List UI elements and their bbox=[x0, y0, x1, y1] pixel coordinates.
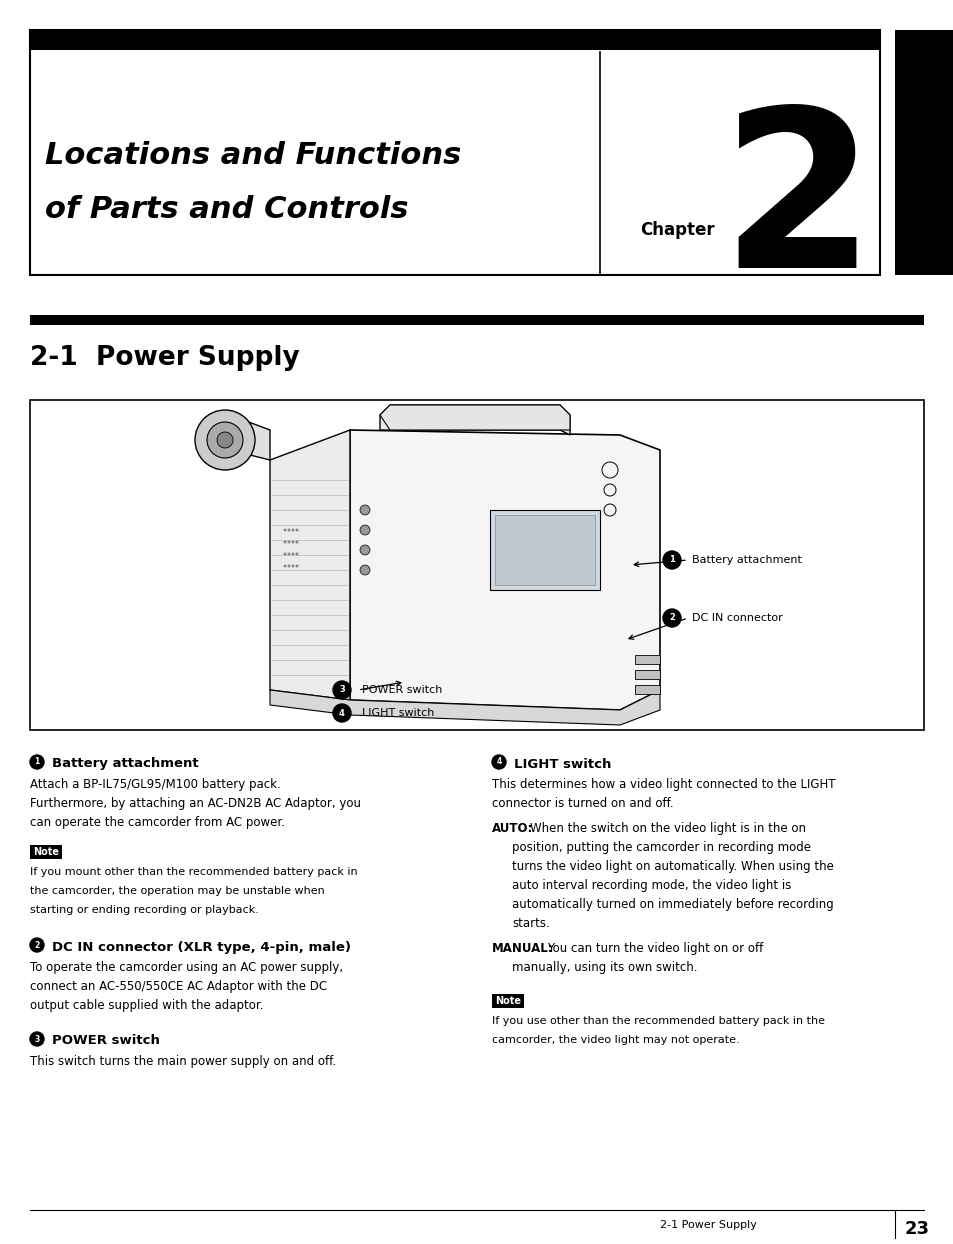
Text: turns the video light on automatically. When using the: turns the video light on automatically. … bbox=[512, 860, 833, 873]
Circle shape bbox=[283, 529, 286, 531]
Text: 4: 4 bbox=[496, 758, 501, 766]
Text: MANUAL:: MANUAL: bbox=[492, 942, 553, 955]
Text: starts.: starts. bbox=[512, 917, 549, 931]
Text: LIGHT switch: LIGHT switch bbox=[514, 758, 611, 770]
Circle shape bbox=[292, 540, 294, 544]
Text: automatically turned on immediately before recording: automatically turned on immediately befo… bbox=[512, 898, 833, 911]
Text: auto interval recording mode, the video light is: auto interval recording mode, the video … bbox=[512, 880, 791, 892]
Circle shape bbox=[292, 565, 294, 567]
Polygon shape bbox=[350, 430, 659, 710]
Text: output cable supplied with the adaptor.: output cable supplied with the adaptor. bbox=[30, 999, 263, 1013]
Circle shape bbox=[295, 529, 298, 531]
Text: starting or ending recording or playback.: starting or ending recording or playback… bbox=[30, 904, 258, 916]
Bar bbox=[30, 30, 879, 50]
Text: If you mount other than the recommended battery pack in: If you mount other than the recommended … bbox=[30, 867, 357, 877]
Bar bbox=[30, 315, 923, 325]
Bar bbox=[30, 30, 879, 275]
Text: camcorder, the video light may not operate.: camcorder, the video light may not opera… bbox=[492, 1035, 739, 1045]
Polygon shape bbox=[270, 690, 659, 725]
Text: can operate the camcorder from AC power.: can operate the camcorder from AC power. bbox=[30, 816, 285, 829]
Circle shape bbox=[287, 529, 291, 531]
Bar bbox=[635, 656, 659, 664]
Text: of Parts and Controls: of Parts and Controls bbox=[45, 195, 408, 224]
Text: Chapter: Chapter bbox=[639, 221, 714, 239]
Circle shape bbox=[359, 545, 370, 555]
Text: LIGHT switch: LIGHT switch bbox=[361, 708, 434, 718]
Text: 3: 3 bbox=[34, 1035, 40, 1044]
Bar bbox=[495, 515, 595, 585]
Circle shape bbox=[662, 610, 680, 627]
Polygon shape bbox=[379, 406, 569, 435]
Circle shape bbox=[333, 704, 351, 722]
Text: POWER switch: POWER switch bbox=[361, 685, 442, 695]
Bar bbox=[492, 994, 523, 1008]
Circle shape bbox=[295, 540, 298, 544]
Text: Attach a BP-IL75/GL95/M100 battery pack.: Attach a BP-IL75/GL95/M100 battery pack. bbox=[30, 778, 280, 791]
Bar bbox=[490, 510, 599, 590]
Text: 23: 23 bbox=[904, 1220, 929, 1238]
Text: POWER switch: POWER switch bbox=[52, 1035, 160, 1047]
Circle shape bbox=[662, 551, 680, 569]
Text: Note: Note bbox=[495, 996, 520, 1006]
Circle shape bbox=[295, 552, 298, 556]
Text: You can turn the video light on or off: You can turn the video light on or off bbox=[546, 942, 762, 955]
Text: When the switch on the video light is in the on: When the switch on the video light is in… bbox=[530, 822, 805, 835]
Circle shape bbox=[359, 505, 370, 515]
Bar bbox=[635, 685, 659, 694]
Text: AUTO:: AUTO: bbox=[492, 822, 533, 835]
Text: connect an AC-550/550CE AC Adaptor with the DC: connect an AC-550/550CE AC Adaptor with … bbox=[30, 980, 327, 993]
Circle shape bbox=[359, 525, 370, 535]
Circle shape bbox=[283, 540, 286, 544]
Text: 2: 2 bbox=[668, 613, 674, 622]
Polygon shape bbox=[210, 415, 270, 460]
Circle shape bbox=[292, 552, 294, 556]
Text: position, putting the camcorder in recording mode: position, putting the camcorder in recor… bbox=[512, 841, 810, 853]
Text: 4: 4 bbox=[338, 709, 345, 718]
Circle shape bbox=[30, 1033, 44, 1046]
Text: Furthermore, by attaching an AC-DN2B AC Adaptor, you: Furthermore, by attaching an AC-DN2B AC … bbox=[30, 797, 360, 810]
Text: Note: Note bbox=[33, 847, 59, 857]
Circle shape bbox=[287, 540, 291, 544]
Circle shape bbox=[287, 565, 291, 567]
Circle shape bbox=[194, 411, 254, 470]
Text: 1: 1 bbox=[34, 758, 40, 766]
Circle shape bbox=[333, 680, 351, 699]
Polygon shape bbox=[270, 430, 350, 700]
Text: Locations and Functions: Locations and Functions bbox=[45, 141, 460, 169]
Circle shape bbox=[283, 552, 286, 556]
Polygon shape bbox=[379, 406, 569, 430]
Bar bbox=[635, 671, 659, 679]
Circle shape bbox=[283, 565, 286, 567]
Text: DC IN connector (XLR type, 4-pin, male): DC IN connector (XLR type, 4-pin, male) bbox=[52, 940, 351, 953]
Text: manually, using its own switch.: manually, using its own switch. bbox=[512, 962, 697, 974]
Text: This determines how a video light connected to the LIGHT: This determines how a video light connec… bbox=[492, 778, 835, 791]
Circle shape bbox=[292, 529, 294, 531]
Circle shape bbox=[30, 755, 44, 769]
Circle shape bbox=[287, 552, 291, 556]
Circle shape bbox=[30, 938, 44, 952]
Circle shape bbox=[359, 565, 370, 575]
Circle shape bbox=[216, 432, 233, 448]
Text: DC IN connector: DC IN connector bbox=[691, 613, 781, 623]
Bar bbox=[30, 401, 923, 730]
Text: 2: 2 bbox=[34, 940, 40, 949]
Bar bbox=[894, 30, 953, 275]
Text: connector is turned on and off.: connector is turned on and off. bbox=[492, 797, 673, 810]
Text: 2-1  Power Supply: 2-1 Power Supply bbox=[30, 345, 299, 371]
Text: Battery attachment: Battery attachment bbox=[52, 758, 198, 770]
Text: 2-1 Power Supply: 2-1 Power Supply bbox=[659, 1220, 756, 1230]
Text: Battery attachment: Battery attachment bbox=[691, 555, 801, 565]
Circle shape bbox=[207, 422, 243, 458]
Text: If you use other than the recommended battery pack in the: If you use other than the recommended ba… bbox=[492, 1016, 824, 1026]
Text: 2: 2 bbox=[720, 100, 874, 313]
Bar bbox=[30, 845, 62, 860]
Circle shape bbox=[295, 565, 298, 567]
Text: 3: 3 bbox=[338, 685, 345, 694]
Text: 1: 1 bbox=[668, 556, 674, 565]
Circle shape bbox=[492, 755, 505, 769]
Text: the camcorder, the operation may be unstable when: the camcorder, the operation may be unst… bbox=[30, 886, 324, 896]
Text: This switch turns the main power supply on and off.: This switch turns the main power supply … bbox=[30, 1055, 335, 1069]
Text: To operate the camcorder using an AC power supply,: To operate the camcorder using an AC pow… bbox=[30, 962, 343, 974]
